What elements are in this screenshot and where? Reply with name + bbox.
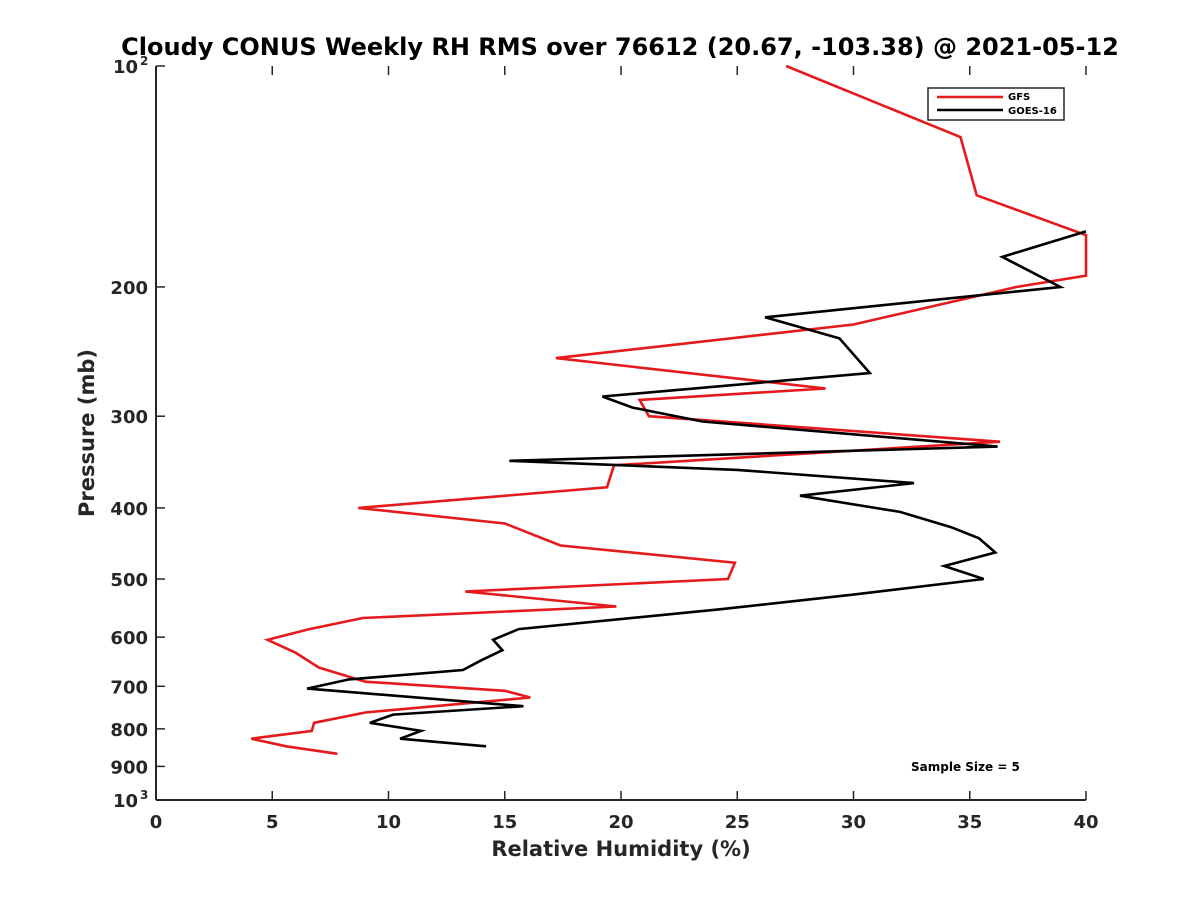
x-tick-label: 35 xyxy=(957,812,982,833)
legend: GFS GOES-16 xyxy=(927,87,1065,121)
plot-background xyxy=(156,66,1086,800)
x-tick-label: 10 xyxy=(376,812,401,833)
x-ticks: 0 5 10 15 20 25 30 35 40 xyxy=(150,66,1099,833)
x-tick-label: 20 xyxy=(608,812,633,833)
y-tick-exponent: 2 xyxy=(140,54,148,68)
y-tick-label: 800 xyxy=(110,720,148,741)
y-tick-label: 10 xyxy=(113,57,138,78)
y-tick-label: 700 xyxy=(110,677,148,698)
x-tick-label: 0 xyxy=(150,812,163,833)
y-axis-label: Pressure (mb) xyxy=(75,349,99,517)
x-tick-label: 5 xyxy=(266,812,279,833)
y-tick-label: 500 xyxy=(110,570,148,591)
x-tick-label: 30 xyxy=(841,812,866,833)
legend-label-goes16: GOES-16 xyxy=(1008,106,1057,117)
x-tick-label: 40 xyxy=(1073,812,1098,833)
y-tick-label: 10 xyxy=(113,791,138,812)
chart-title: Cloudy CONUS Weekly RH RMS over 76612 (2… xyxy=(121,33,1119,61)
y-tick-label: 600 xyxy=(110,628,148,649)
series-layer xyxy=(251,64,1088,756)
y-tick-label: 300 xyxy=(110,407,148,428)
legend-label-gfs: GFS xyxy=(1008,92,1030,103)
y-tick-label: 400 xyxy=(110,499,148,520)
x-tick-label: 25 xyxy=(725,812,750,833)
y-tick-label: 900 xyxy=(110,757,148,778)
series-line-goes16 xyxy=(306,230,1087,748)
sample-size-annotation: Sample Size = 5 xyxy=(911,760,1020,774)
plot-area: 0 5 10 15 20 25 30 35 40 10 220030040050060070080… xyxy=(110,54,1098,833)
x-axis-label: Relative Humidity (%) xyxy=(491,837,750,861)
y-tick-label: 200 xyxy=(110,278,148,299)
legend-box xyxy=(927,87,1065,121)
x-tick-label: 15 xyxy=(492,812,517,833)
y-tick-exponent: 3 xyxy=(140,788,148,802)
